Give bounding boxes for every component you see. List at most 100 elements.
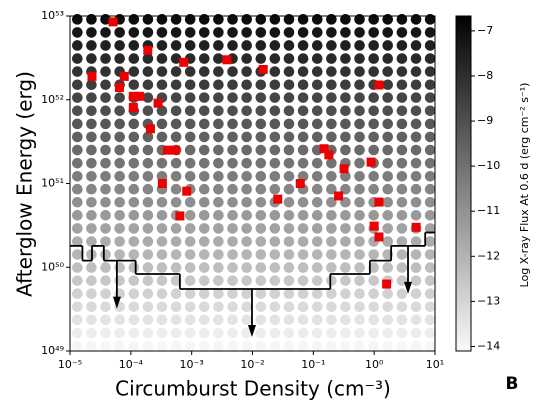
model-dot — [114, 92, 125, 103]
model-dot — [156, 340, 168, 352]
model-dot — [326, 170, 337, 182]
model-dot — [368, 131, 379, 143]
model-dot — [142, 105, 154, 117]
point — [334, 191, 344, 201]
model-dot — [86, 105, 97, 117]
model-dot — [198, 236, 210, 247]
model-dot — [100, 170, 111, 182]
model-dot — [241, 27, 252, 38]
model-dot — [424, 223, 436, 234]
model-dot — [311, 183, 323, 195]
model-dot — [255, 144, 267, 156]
model-dot — [354, 40, 365, 51]
model-dot — [269, 340, 281, 352]
model-dot — [170, 275, 182, 286]
model-dot — [297, 249, 309, 260]
y-tick-label: 10⁴⁹ — [41, 344, 64, 357]
model-dot — [72, 79, 83, 91]
point — [128, 91, 138, 101]
model-dot — [114, 327, 125, 339]
model-dot — [198, 144, 210, 156]
model-dot — [255, 157, 267, 169]
model-dot — [396, 170, 408, 182]
model-dot — [382, 170, 394, 182]
model-dot — [396, 340, 408, 352]
y-axis-label: Afterglow Energy (erg) — [13, 71, 37, 297]
model-dot — [213, 40, 224, 51]
point — [366, 157, 376, 167]
model-dot — [326, 262, 337, 273]
colorbar-tick-label: −12 — [477, 249, 500, 262]
model-dot — [156, 131, 168, 143]
model-dot — [72, 236, 83, 247]
model-dot — [396, 301, 408, 313]
model-dot — [382, 27, 394, 38]
model-dot — [198, 40, 210, 51]
model-dot — [354, 27, 365, 38]
model-dot — [269, 157, 281, 169]
model-dot — [382, 92, 394, 103]
model-dot — [311, 327, 323, 339]
model-dot — [340, 301, 351, 313]
model-dot — [424, 118, 436, 130]
model-dot — [156, 223, 168, 234]
model-dot — [142, 210, 154, 221]
model-dot — [255, 223, 267, 234]
model-dot — [354, 262, 365, 273]
model-dot — [142, 275, 154, 286]
model-dot — [410, 210, 422, 221]
model-dot — [241, 262, 252, 273]
point — [135, 91, 145, 101]
model-dot — [128, 196, 140, 208]
model-dot — [424, 144, 436, 156]
model-dot — [156, 105, 168, 117]
model-dot — [410, 92, 422, 103]
model-dot — [269, 327, 281, 339]
model-dot — [326, 118, 337, 130]
model-dot — [128, 14, 140, 25]
model-dot — [227, 144, 238, 156]
model-dot — [269, 249, 281, 260]
model-dot — [326, 301, 337, 313]
model-dot — [213, 27, 224, 38]
model-dot — [396, 327, 408, 339]
model-dot — [269, 210, 281, 221]
model-dot — [410, 157, 422, 169]
model-dot — [170, 40, 182, 51]
y-tick-label: 10⁵⁰ — [41, 260, 64, 273]
model-dot — [269, 236, 281, 247]
model-dot — [382, 340, 394, 352]
model-dot — [227, 236, 238, 247]
model-dot — [424, 249, 436, 260]
model-dot — [297, 66, 309, 77]
colorbar-tick-label: −14 — [477, 339, 500, 352]
model-dot — [311, 170, 323, 182]
model-dot — [100, 236, 111, 247]
model-dot — [311, 210, 323, 221]
model-dot — [410, 183, 422, 195]
model-dot — [227, 170, 238, 182]
model-dot — [72, 27, 83, 38]
model-dot — [170, 262, 182, 273]
model-dot — [184, 27, 196, 38]
model-dot — [86, 131, 97, 143]
x-tick-label: 10⁻² — [240, 358, 264, 371]
model-dot — [213, 236, 224, 247]
x-tick-label: 10¹ — [426, 358, 444, 371]
model-dot — [128, 314, 140, 326]
model-dot — [326, 249, 337, 260]
model-dot — [340, 27, 351, 38]
model-dot — [297, 223, 309, 234]
model-dot — [128, 131, 140, 143]
model-dot — [100, 183, 111, 195]
model-dot — [213, 144, 224, 156]
model-dot — [368, 92, 379, 103]
model-dot — [340, 105, 351, 117]
model-dot — [198, 66, 210, 77]
model-dot — [227, 105, 238, 117]
model-dot — [241, 275, 252, 286]
model-dot — [424, 53, 436, 64]
model-dot — [368, 183, 379, 195]
model-dot — [170, 27, 182, 38]
model-dot — [354, 157, 365, 169]
